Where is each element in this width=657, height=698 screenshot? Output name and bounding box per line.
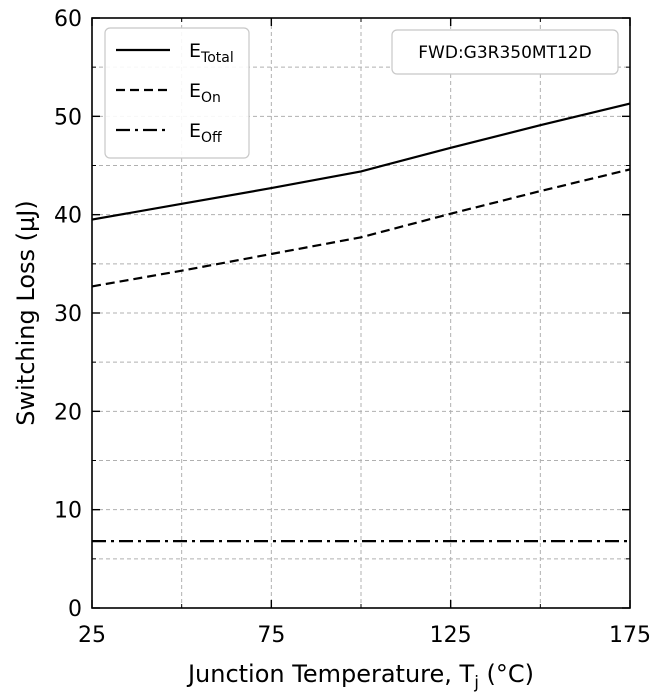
x-tick-label: 75	[257, 623, 285, 648]
annotation-box: FWD:G3R350MT12D	[391, 29, 619, 75]
legend-label-on: EOn	[189, 80, 221, 106]
y-tick-label: 40	[54, 204, 82, 229]
x-axis-label-subscript: j	[473, 673, 479, 693]
legend-label-total: ETotal	[189, 40, 234, 66]
legend-box	[104, 27, 250, 159]
y-tick-label: 0	[68, 597, 82, 622]
legend-label-subscript: On	[201, 90, 221, 106]
series-lines	[91, 102, 631, 543]
y-axis-label: Switching Loss (µJ)	[12, 200, 40, 425]
x-axis-label-unit: (°C)	[479, 660, 534, 688]
annotation-frame	[391, 29, 619, 75]
x-axis-label: Junction Temperature, Tj (°C)	[186, 660, 534, 693]
legend-label-main: E	[189, 40, 201, 62]
y-tick-label: 20	[54, 400, 82, 425]
y-tick-label: 30	[54, 302, 82, 327]
axis-ticks: 25 75 125 175 0 10 20 30 40 50 60	[54, 7, 651, 648]
legend-label-subscript: Total	[200, 50, 234, 66]
legend-label-main: E	[189, 80, 201, 102]
series-line-on	[91, 168, 631, 288]
legend-label-main: E	[189, 120, 201, 142]
x-tick-label: 175	[609, 623, 651, 648]
annotation-label: FWD:G3R350MT12D	[418, 43, 591, 63]
y-tick-label: 50	[54, 105, 82, 130]
y-tick-label: 60	[54, 7, 82, 32]
series-line-total	[91, 102, 631, 221]
x-tick-label: 125	[430, 623, 472, 648]
x-axis-label-main: Junction Temperature, T	[186, 660, 475, 688]
x-tick-label: 25	[78, 623, 106, 648]
legend-label-subscript: Off	[201, 130, 222, 146]
legend-label-off: EOff	[189, 120, 222, 146]
y-tick-label: 10	[54, 499, 82, 524]
